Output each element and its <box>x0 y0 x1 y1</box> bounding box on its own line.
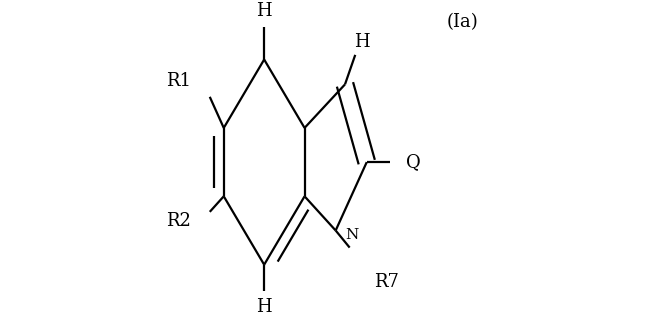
Text: H: H <box>354 33 370 52</box>
Text: R7: R7 <box>375 273 399 291</box>
Text: H: H <box>256 2 272 20</box>
Text: Q: Q <box>406 153 420 171</box>
Text: (Ia): (Ia) <box>447 13 479 31</box>
Text: N: N <box>345 228 358 242</box>
Text: R1: R1 <box>166 72 191 90</box>
Text: H: H <box>256 298 272 316</box>
Text: R2: R2 <box>166 212 191 230</box>
